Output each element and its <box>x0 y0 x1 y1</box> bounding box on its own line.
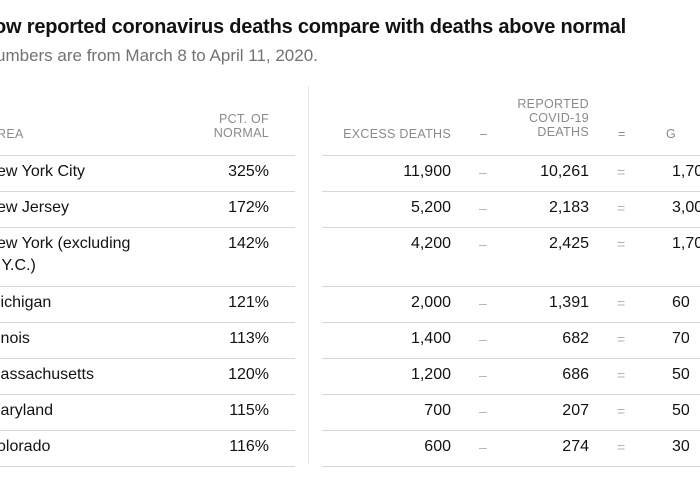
cell-pct: 121% <box>228 294 269 311</box>
cell-gap: 50 <box>672 402 690 419</box>
cell-excess: 1,400 <box>410 330 451 347</box>
cell-gap: 30 <box>672 438 690 455</box>
row-divider <box>0 430 295 431</box>
cell-area: olorado <box>0 436 50 458</box>
cell-area: lichigan <box>0 292 51 314</box>
cell-area: inois <box>0 328 30 350</box>
row-divider <box>0 286 295 287</box>
minus-sign: – <box>479 200 487 216</box>
cell-gap: 70 <box>672 330 690 347</box>
column-separator <box>308 86 309 464</box>
cell-area-line: ew York (excluding <box>0 235 131 252</box>
cell-area: lassachusetts <box>0 364 94 386</box>
cell-area-line: lassachusetts <box>0 366 94 383</box>
cell-gap: 50 <box>672 366 690 383</box>
equals-sign: = <box>617 367 626 383</box>
cell-excess: 5,200 <box>410 199 451 216</box>
row-divider <box>322 466 700 467</box>
header-equals: = <box>618 127 626 141</box>
cell-gap: 60 <box>672 294 690 311</box>
row-divider <box>322 322 700 323</box>
row-divider <box>322 155 700 156</box>
cell-pct: 115% <box>229 402 269 419</box>
row-divider <box>0 394 295 395</box>
cell-area: laryland <box>0 400 53 422</box>
row-divider <box>0 358 295 359</box>
cell-area-line: olorado <box>0 438 51 455</box>
cell-reported: 1,391 <box>548 294 589 311</box>
row-divider <box>322 191 700 192</box>
cell-area-line: lichigan <box>0 294 52 311</box>
cell-reported: 682 <box>562 330 589 347</box>
cell-area-line: ew York City <box>0 163 86 180</box>
cell-reported: 2,183 <box>548 199 589 216</box>
header-minus: – <box>480 127 488 141</box>
cell-area-line: inois <box>0 330 30 347</box>
equals-sign: = <box>617 236 626 252</box>
cell-excess: 1,200 <box>410 366 451 383</box>
cell-area: ew York (excluding .Y.C.) <box>0 233 130 277</box>
header-pct: PCT. OF NORMAL <box>213 112 269 140</box>
cell-excess: 11,900 <box>403 163 451 180</box>
minus-sign: – <box>479 367 487 383</box>
cell-excess: 600 <box>424 438 451 455</box>
cell-excess: 4,200 <box>410 235 451 252</box>
header-area: REA <box>0 127 24 141</box>
row-divider <box>322 394 700 395</box>
cell-reported: 274 <box>562 438 589 455</box>
chart-title: ow reported coronavirus deaths compare w… <box>0 16 626 38</box>
row-divider <box>0 155 295 156</box>
equals-sign: = <box>617 331 626 347</box>
cell-pct: 113% <box>229 330 269 347</box>
cell-pct: 142% <box>228 235 269 252</box>
cell-excess: 700 <box>424 402 451 419</box>
cell-area: ew York City <box>0 161 85 183</box>
cell-reported: 207 <box>562 402 589 419</box>
row-divider <box>322 227 700 228</box>
row-divider <box>322 430 700 431</box>
minus-sign: – <box>479 164 487 180</box>
cell-gap: 3,00 <box>672 199 700 216</box>
cell-area-line: ew Jersey <box>0 199 70 216</box>
cell-area-line: .Y.C.) <box>0 257 36 274</box>
cell-pct: 120% <box>228 366 269 383</box>
equals-sign: = <box>617 403 626 419</box>
cell-pct: 116% <box>229 438 269 455</box>
row-divider <box>0 191 295 192</box>
row-divider <box>0 466 295 467</box>
row-divider <box>322 286 700 287</box>
equals-sign: = <box>617 295 626 311</box>
cell-area-line: laryland <box>0 402 54 419</box>
equals-sign: = <box>617 439 626 455</box>
cell-reported: 10,261 <box>540 163 589 180</box>
row-divider <box>0 322 295 323</box>
header-excess: EXCESS DEATHS <box>343 127 451 141</box>
header-reported: REPORTED COVID-19 DEATHS <box>517 97 589 139</box>
header-gap: G <box>666 127 677 141</box>
cell-gap: 1,70 <box>672 163 700 180</box>
cell-gap: 1,70 <box>672 235 700 252</box>
minus-sign: – <box>479 295 487 311</box>
minus-sign: – <box>479 403 487 419</box>
minus-sign: – <box>479 439 487 455</box>
row-divider <box>322 358 700 359</box>
equals-sign: = <box>617 200 626 216</box>
cell-pct: 172% <box>228 199 269 216</box>
equals-sign: = <box>617 164 626 180</box>
minus-sign: – <box>479 331 487 347</box>
chart-subtitle: umbers are from March 8 to April 11, 202… <box>0 46 318 65</box>
cell-pct: 325% <box>228 163 269 180</box>
minus-sign: – <box>479 236 487 252</box>
row-divider <box>0 227 295 228</box>
cell-reported: 686 <box>562 366 589 383</box>
cell-area: ew Jersey <box>0 197 69 219</box>
cell-reported: 2,425 <box>548 235 589 252</box>
cell-excess: 2,000 <box>410 294 451 311</box>
